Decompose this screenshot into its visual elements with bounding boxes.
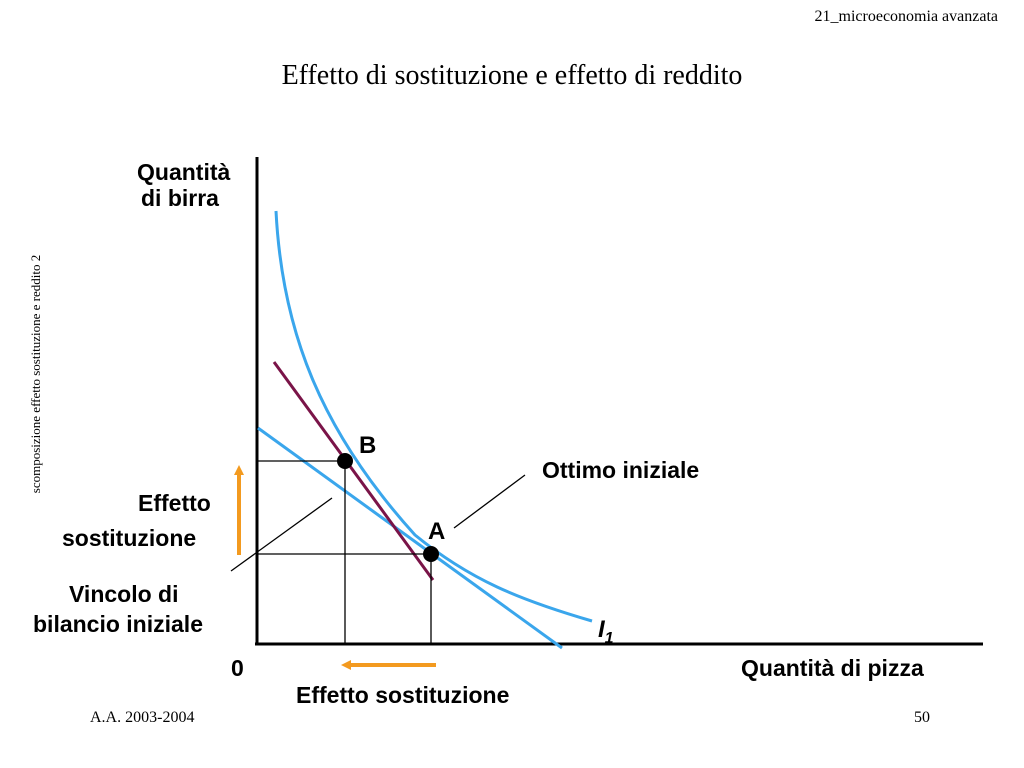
indifference-curve-subscript: 1	[605, 630, 614, 647]
optimum-label: Ottimo iniziale	[542, 457, 699, 483]
substitution-horizontal-label: Effetto sostituzione	[296, 682, 509, 708]
footer-page-number: 50	[914, 709, 930, 726]
point-b-marker	[337, 453, 353, 469]
y-axis-label-line1: Quantità	[137, 159, 230, 185]
initial-budget-line	[257, 426, 563, 650]
origin-label: 0	[231, 655, 244, 681]
point-a-label: A	[428, 518, 445, 545]
footer-academic-year: A.A. 2003-2004	[90, 709, 195, 726]
x-axis-label: Quantità di pizza	[741, 655, 924, 681]
budget-label-line2: bilancio iniziale	[33, 611, 203, 637]
indifference-curve	[274, 210, 593, 623]
point-b-label: B	[359, 432, 376, 459]
point-a-marker	[423, 546, 439, 562]
indifference-curve-letter: I	[598, 616, 606, 643]
y-axis-label-line2: di birra	[141, 185, 219, 211]
substitution-vertical-label-line1: Effetto	[138, 490, 211, 516]
substitution-vertical-label-line2: sostituzione	[62, 525, 196, 551]
budget-label-line1: Vincolo di	[69, 581, 178, 607]
course-header: 21_microeconomia avanzata	[814, 8, 998, 25]
compensated-budget-line	[272, 361, 435, 581]
optimum-leader-line	[453, 474, 526, 529]
slide-title: Effetto di sostituzione e effetto di red…	[281, 60, 743, 91]
budget-leader-line	[230, 497, 333, 572]
indifference-curve-label: I1	[598, 616, 614, 647]
